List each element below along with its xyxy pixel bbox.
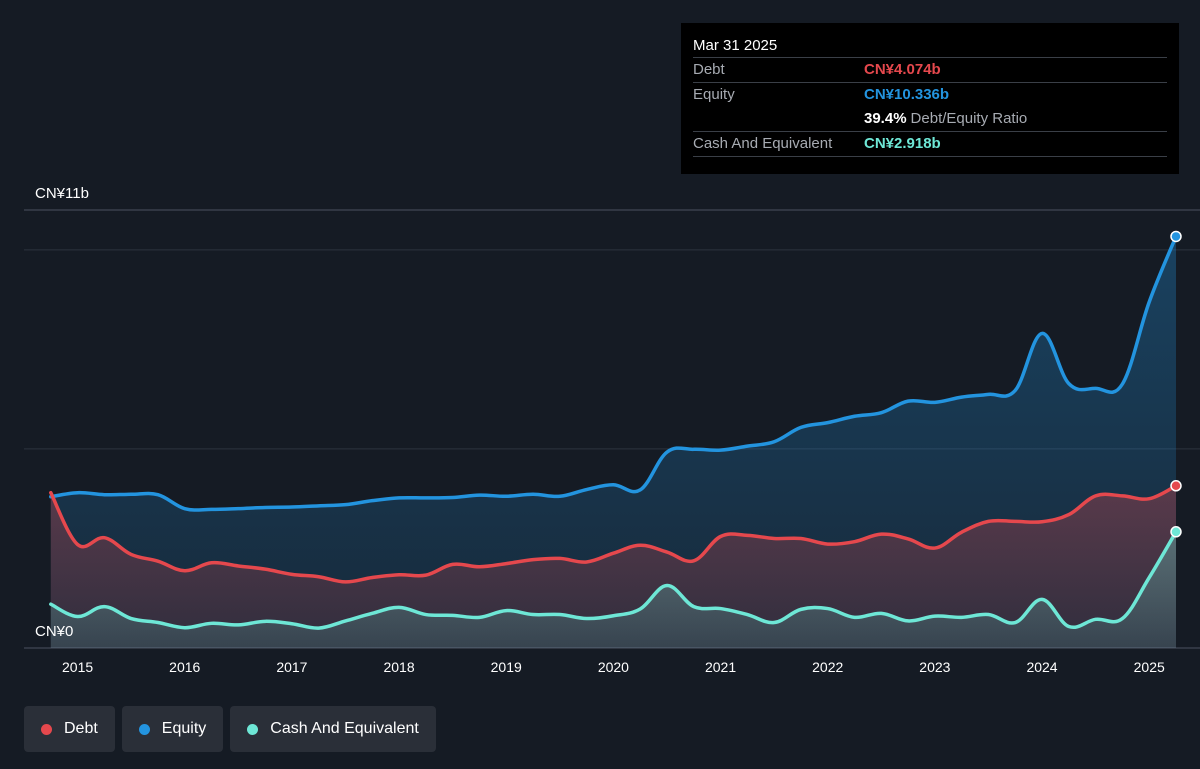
- x-tick-label: 2021: [705, 659, 736, 675]
- tooltip-equity-label: Equity: [693, 86, 735, 103]
- equity-line: [49, 234, 1178, 512]
- equity-dot-icon: [138, 723, 150, 735]
- x-tick-label: 2025: [1134, 659, 1165, 675]
- legend-label-debt: Debt: [64, 720, 98, 737]
- series-areas: [50, 236, 1177, 648]
- tooltip-ratio-percent: 39.4%: [864, 110, 907, 127]
- x-tick-label: 2018: [383, 659, 414, 675]
- legend-label-equity: Equity: [161, 720, 207, 737]
- x-tick-label: 2023: [919, 659, 950, 675]
- debt-dot-icon: [41, 723, 52, 735]
- tooltip-debt-label: Debt: [693, 61, 725, 78]
- y-axis-top-label: CN¥11b: [35, 185, 89, 202]
- series-end-markers: [1170, 230, 1182, 538]
- tooltip-date: Mar 31 2025: [693, 37, 778, 54]
- tooltip-ratio-label: Debt/Equity Ratio: [910, 110, 1028, 127]
- y-axis-bottom-label: CN¥0: [35, 623, 73, 640]
- series-lines: [49, 234, 1178, 630]
- debt-end-marker: [1170, 480, 1182, 492]
- chart-legend: Debt Equity Cash And Equivalent: [24, 706, 436, 752]
- tooltip-equity-value: CN¥10.336b: [864, 86, 950, 103]
- x-tick-label: 2016: [169, 659, 200, 675]
- tooltip-cash-label: Cash And Equivalent: [693, 135, 833, 152]
- tooltip-debt-value: CN¥4.074b: [864, 61, 941, 78]
- cash-and-equivalent-line: [49, 530, 1178, 630]
- tooltip-cash-value: CN¥2.918b: [864, 135, 941, 152]
- tooltip-debt-row: Debt CN¥4.074b: [693, 57, 1167, 82]
- x-tick-label: 2022: [812, 659, 843, 675]
- x-tick-label: 2020: [598, 659, 629, 675]
- data-tooltip: Mar 31 2025 Debt CN¥4.074b Equity CN¥10.…: [681, 23, 1179, 174]
- tooltip-equity-row: Equity CN¥10.336b: [693, 82, 1167, 107]
- tooltip-ratio-row: 39.4% Debt/Equity Ratio: [693, 107, 1167, 131]
- x-tick-label: 2019: [491, 659, 522, 675]
- debt-line: [49, 484, 1178, 584]
- cash-dot-icon: [247, 723, 259, 735]
- cash-and-equivalent-end-marker: [1170, 526, 1182, 538]
- debt-area: [50, 485, 1177, 648]
- legend-item-debt[interactable]: Debt: [24, 706, 115, 752]
- equity-end-marker: [1170, 230, 1182, 243]
- x-axis-ticks: 2015 2016 2017 2018 2019 2020 2021 2022 2023 2024…: [62, 659, 1165, 675]
- x-tick-label: 2017: [276, 659, 307, 675]
- x-tick-label: 2024: [1026, 659, 1057, 675]
- x-tick-label: 2015: [62, 659, 93, 675]
- tooltip-cash-row: Cash And Equivalent CN¥2.918b: [693, 131, 1167, 157]
- legend-item-equity[interactable]: Equity: [121, 706, 224, 752]
- legend-label-cash: Cash And Equivalent: [270, 720, 419, 737]
- legend-item-cash[interactable]: Cash And Equivalent: [230, 706, 436, 752]
